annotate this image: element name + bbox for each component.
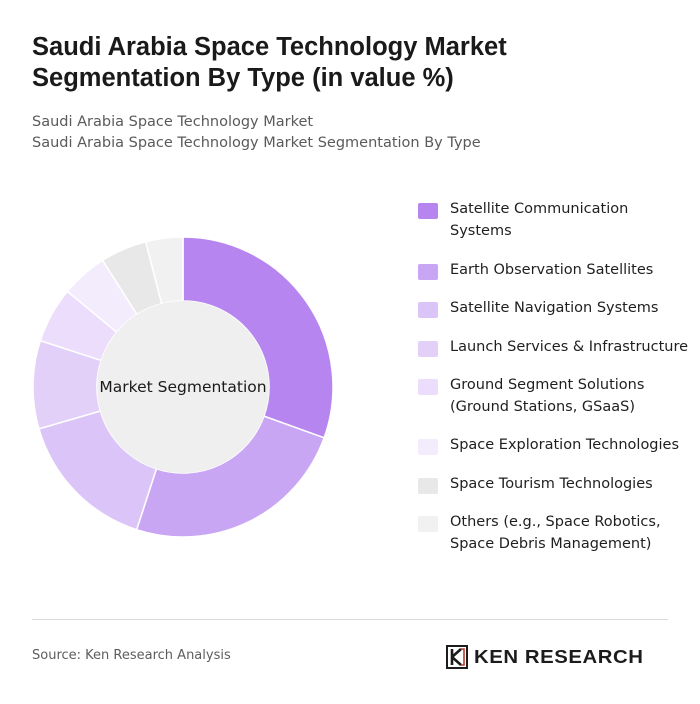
legend-swatch	[418, 379, 438, 395]
subtitle-line-1: Saudi Arabia Space Technology Market	[32, 114, 314, 130]
chart-legend: Satellite Communication Systems Earth Obs…	[418, 198, 688, 555]
chart-title: Saudi Arabia Space Technology Market Seg…	[32, 33, 507, 92]
legend-item-6: Space Exploration Technologies	[418, 434, 688, 456]
legend-label: Satellite Navigation Systems	[450, 300, 659, 316]
legend-swatch	[418, 478, 438, 494]
legend-label: Space Tourism Technologies	[450, 476, 653, 492]
legend-label: Satellite Communication Systems	[450, 201, 629, 239]
donut-hole	[97, 301, 269, 473]
legend-swatch	[418, 439, 438, 455]
legend-item-5: Ground Segment Solutions (Ground Station…	[418, 374, 688, 418]
source-note: Source: Ken Research Analysis	[32, 648, 231, 663]
donut-chart	[32, 236, 334, 538]
legend-item-3: Satellite Navigation Systems	[418, 297, 688, 319]
brand-logo: KEN RESEARCH	[446, 644, 643, 670]
legend-item-4: Launch Services & Infrastructure	[418, 336, 688, 358]
legend-label: Earth Observation Satellites	[450, 262, 654, 278]
legend-label: Ground Segment Solutions (Ground Station…	[450, 377, 645, 415]
legend-swatch	[418, 516, 438, 532]
legend-swatch	[418, 264, 438, 280]
brand-name: KEN RESEARCH	[474, 646, 644, 667]
legend-swatch	[418, 203, 438, 219]
legend-label: Launch Services & Infrastructure	[450, 339, 689, 355]
legend-label: Space Exploration Technologies	[450, 437, 680, 453]
legend-item-2: Earth Observation Satellites	[418, 259, 688, 281]
subtitle-line-2: Saudi Arabia Space Technology Market Seg…	[32, 135, 481, 151]
legend-item-1: Satellite Communication Systems	[418, 198, 688, 242]
legend-label: Others (e.g., Space Robotics, Space Debr…	[450, 514, 661, 552]
legend-swatch	[418, 302, 438, 318]
legend-item-7: Space Tourism Technologies	[418, 473, 688, 495]
footer-divider	[32, 619, 668, 620]
chart-subtitle: Saudi Arabia Space Technology Market Sau…	[32, 112, 672, 154]
legend-item-8: Others (e.g., Space Robotics, Space Debr…	[418, 511, 688, 555]
legend-swatch	[418, 341, 438, 357]
ken-research-logo-icon	[446, 645, 468, 669]
